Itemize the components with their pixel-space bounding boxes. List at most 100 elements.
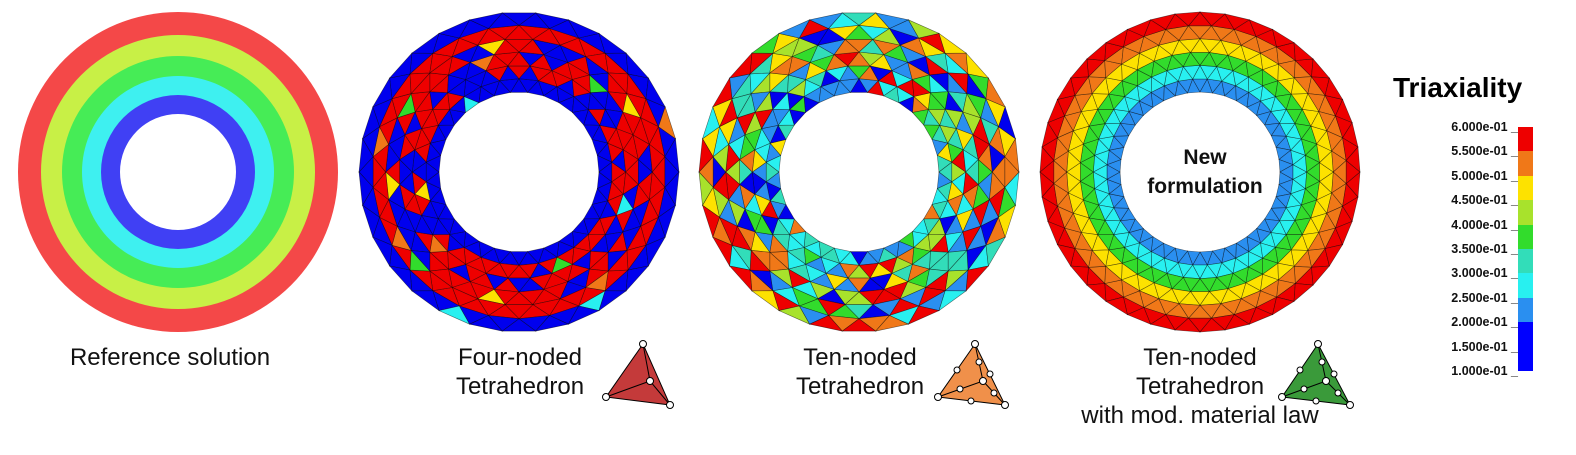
mesh-element xyxy=(567,19,600,39)
mesh-element xyxy=(1056,77,1076,100)
mesh-element xyxy=(698,137,714,173)
mesh-element xyxy=(907,305,940,325)
mesh-element xyxy=(664,137,680,173)
legend-tick-label: 1.000e-01 _ xyxy=(1451,364,1518,378)
mesh-element xyxy=(534,315,570,332)
mesh-element xyxy=(1039,146,1055,173)
mesh-element xyxy=(388,265,413,292)
mesh-element xyxy=(750,32,780,54)
mesh-element xyxy=(468,12,504,29)
mesh-element xyxy=(1199,11,1226,27)
mesh-element xyxy=(501,318,537,332)
mesh-element xyxy=(1126,307,1152,325)
mesh-element xyxy=(965,52,990,79)
mesh-element xyxy=(808,12,844,29)
mesh-element xyxy=(358,137,374,173)
legend-swatch xyxy=(1518,127,1533,152)
mesh-element xyxy=(985,236,1006,267)
mesh-element xyxy=(645,77,666,108)
mesh-element xyxy=(1248,19,1274,37)
mesh-element xyxy=(778,19,811,39)
mesh-element xyxy=(534,12,570,29)
mesh-element xyxy=(1335,98,1353,124)
legend-title: Triaxiality xyxy=(1393,72,1523,103)
mesh-element xyxy=(728,52,753,79)
legend-swatch xyxy=(1518,224,1533,249)
mesh-element xyxy=(1342,196,1359,223)
mesh-element xyxy=(438,305,471,325)
legend-tick-label: 6.000e-01 _ xyxy=(1451,120,1518,134)
mesh-element xyxy=(907,19,940,39)
mesh-element xyxy=(1069,58,1089,79)
legend-swatch xyxy=(1518,249,1533,274)
legend-tick-label: 2.000e-01 _ xyxy=(1451,315,1518,330)
mesh-element xyxy=(501,12,537,26)
mesh-element xyxy=(701,204,720,239)
mesh-element xyxy=(1047,98,1065,124)
mesh-element xyxy=(438,19,471,39)
ten-noded-mod-tet-icon xyxy=(1278,340,1354,409)
legend-swatch xyxy=(1518,200,1533,225)
mesh-element xyxy=(388,52,413,79)
mesh-element xyxy=(1069,265,1089,286)
mesh-element xyxy=(1004,137,1020,173)
caption-reference: Reference solution xyxy=(69,344,271,371)
mesh-element xyxy=(938,290,968,312)
legend-tick-label: 2.500e-01 _ xyxy=(1451,290,1518,305)
mesh-element xyxy=(808,315,844,332)
mesh-element xyxy=(750,290,780,312)
caption-ten-noded-mod: Ten-noded Tetrahedron with mod. material… xyxy=(1081,344,1319,429)
mesh-element xyxy=(1293,41,1314,61)
mesh-element xyxy=(1086,283,1107,303)
mesh-element xyxy=(625,52,650,79)
legend-tick-label: 5.000e-01 _ xyxy=(1451,168,1518,183)
mesh-element xyxy=(1039,171,1055,198)
caption-four-noded: Four-noded Tetrahedron xyxy=(455,344,585,400)
mesh-element xyxy=(874,12,910,29)
mesh-element xyxy=(985,77,1006,108)
four-noded-ring xyxy=(358,12,680,332)
mesh-element xyxy=(1311,265,1331,286)
mesh-element xyxy=(1174,317,1201,333)
mesh-element xyxy=(1086,41,1107,61)
mesh-element xyxy=(361,105,380,140)
legend-swatch xyxy=(1518,322,1533,347)
mesh-element xyxy=(625,265,650,292)
legend-tick-label: 3.000e-01 _ xyxy=(1451,266,1518,281)
mesh-element xyxy=(598,32,628,54)
ten-noded-mod-ring xyxy=(1039,11,1361,333)
legend-swatch xyxy=(1518,273,1533,298)
mesh-element xyxy=(698,171,714,207)
mesh-element xyxy=(1335,220,1353,246)
mesh-element xyxy=(1224,13,1251,30)
mesh-element xyxy=(1293,283,1314,303)
mesh-element xyxy=(1056,244,1076,267)
legend-swatch xyxy=(1518,151,1533,176)
mesh-element xyxy=(938,32,968,54)
legend-tick-label: 5.500e-01 _ xyxy=(1451,144,1518,159)
ten-noded-ring xyxy=(698,12,1020,332)
mesh-element xyxy=(1272,28,1295,48)
mesh-element xyxy=(1224,314,1251,331)
mesh-element xyxy=(410,32,440,54)
mesh-element xyxy=(1126,19,1152,37)
mesh-element xyxy=(1105,296,1128,316)
mesh-element xyxy=(361,204,380,239)
mesh-element xyxy=(1311,58,1331,79)
mesh-element xyxy=(1248,307,1274,325)
mesh-element xyxy=(778,305,811,325)
mesh-element xyxy=(1105,28,1128,48)
mesh-element xyxy=(841,318,877,332)
mesh-element xyxy=(1324,77,1344,100)
mesh-element xyxy=(841,12,877,26)
mesh-element xyxy=(645,236,666,267)
mesh-element xyxy=(712,77,733,108)
legend-swatch xyxy=(1518,175,1533,201)
mesh-element xyxy=(1272,296,1295,316)
reference-ring xyxy=(18,12,338,332)
mesh-element xyxy=(1174,11,1201,27)
mesh-element xyxy=(658,204,677,239)
mesh-element xyxy=(701,105,720,140)
mesh-element xyxy=(1041,121,1058,148)
